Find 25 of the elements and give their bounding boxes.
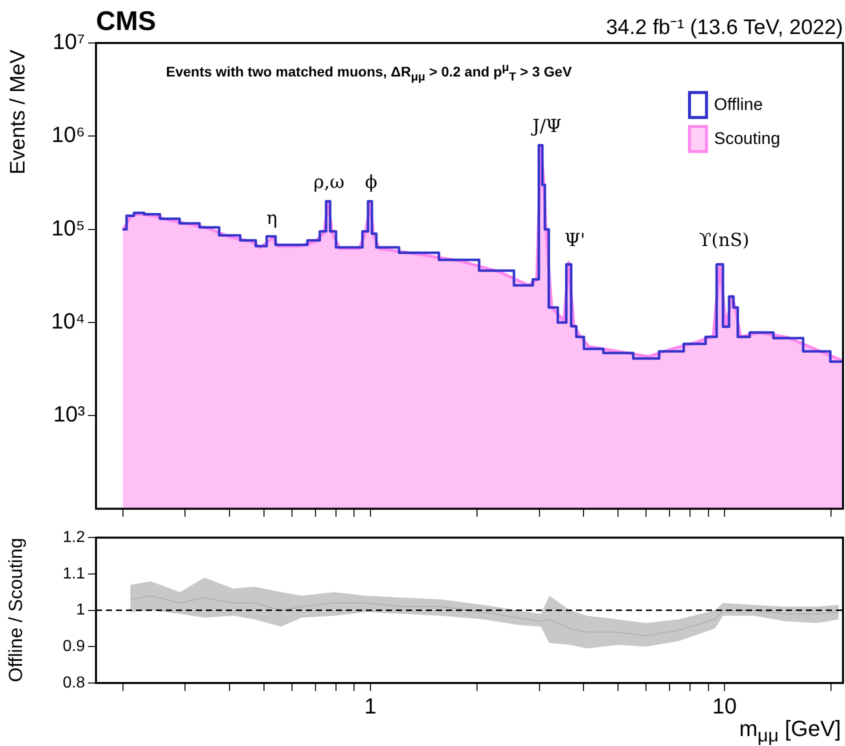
x-tick-label: 10 — [712, 693, 737, 718]
y-axis-title: Events / MeV — [6, 49, 30, 174]
legend-label: Scouting — [714, 129, 780, 149]
annotation: ρ,ω — [314, 172, 344, 193]
legend-label: Offline — [714, 95, 763, 115]
x-axis-title: m$_{μμ}$ [GeV] — [739, 716, 841, 746]
annotation: ϕ — [365, 172, 378, 193]
annotation: Events with two matched muons, ΔR$_{μμ}$ > 0.2 and p$^{μ}$$_{T}$ > 3 GeV — [166, 61, 572, 84]
chart-title: CMS — [96, 6, 156, 37]
y-tick-label: 0.8 — [62, 674, 86, 692]
y-tick-label: 10⁵ — [51, 215, 85, 240]
y-tick-label: 1.1 — [62, 565, 86, 582]
y-tick-label: 1.2 — [62, 529, 86, 546]
annotation: η — [266, 208, 278, 229]
y-tick-label: 10⁶ — [51, 122, 85, 148]
y-tick-label: 1 — [76, 602, 86, 619]
y-tick-label: 10⁷ — [52, 29, 86, 54]
chart-subtitle: 34.2 fb⁻¹ (13.6 TeV, 2022) — [606, 15, 843, 40]
y-tick-label: 10⁴ — [51, 308, 85, 334]
y-tick-label: 10³ — [53, 402, 85, 427]
annotation: ϒ(nS) — [699, 230, 750, 251]
annotation: Ψ' — [564, 230, 586, 251]
annotation: J/Ψ — [532, 116, 562, 137]
y-tick-label: 0.9 — [62, 638, 86, 656]
y-axis-title: Offline / Scouting — [6, 538, 28, 682]
